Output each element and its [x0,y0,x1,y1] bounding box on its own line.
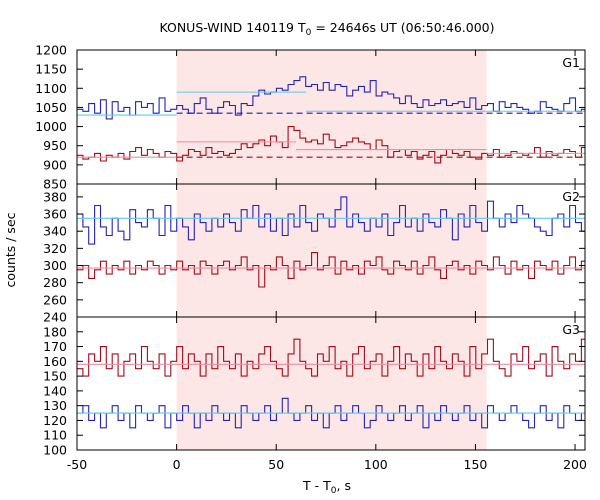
y-tick-label: 240 [43,310,67,325]
y-tick-label: 850 [43,177,67,192]
y-tick-label: 280 [43,275,67,290]
y-tick-label: 900 [43,157,67,172]
y-tick-label: 1050 [35,100,67,115]
chart-title: KONUS-WIND 140119 T0 = 24646s UT (06:50:… [159,20,494,38]
series-blue-g1 [77,76,585,120]
panel-label: G3 [562,322,580,337]
y-tick-label: 180 [43,324,67,339]
y-tick-label: 320 [43,241,67,256]
panel-label: G1 [562,55,580,70]
x-tick-label: 100 [364,457,388,472]
burst-interval-shading [176,50,487,450]
y-tick-label: 120 [43,413,67,428]
y-tick-label: 140 [43,383,67,398]
series-red-g1 [77,126,585,164]
panel-frame [76,316,586,451]
x-axis-label: T - T0, s [302,478,351,496]
y-tick-label: 150 [43,369,67,384]
y-tick-label: 1150 [35,62,67,77]
y-tick-label: 130 [43,398,67,413]
x-tick-label: 150 [464,457,488,472]
y-tick-label: 950 [43,138,67,153]
x-tick-label: -50 [67,457,87,472]
x-tick-label: 0 [173,457,181,472]
series-blue-g2 [77,196,585,245]
y-axis-label: counts / sec [3,212,18,287]
y-tick-label: 380 [43,189,67,204]
y-tick-label: 170 [43,339,67,354]
y-tick-label: 360 [43,207,67,222]
y-tick-label: 100 [43,443,67,458]
series-red-g3 [77,338,585,377]
y-tick-label: 1100 [35,81,67,96]
plot-area: 85090095010001050110011501200G1240260280… [35,43,587,473]
y-tick-label: 340 [43,224,67,239]
x-tick-label: 50 [268,457,284,472]
panel-g2: 240 260 280 300 320 340 360 380 G2 [43,183,586,325]
panel-label: G2 [562,189,580,204]
y-tick-label: 1000 [35,119,67,134]
y-tick-label: 160 [43,354,67,369]
y-tick-label: 110 [43,428,67,443]
y-tick-label: 260 [43,292,67,307]
x-tick-label: 200 [563,457,587,472]
y-tick-label: 300 [43,258,67,273]
y-tick-label: 1200 [35,43,67,58]
